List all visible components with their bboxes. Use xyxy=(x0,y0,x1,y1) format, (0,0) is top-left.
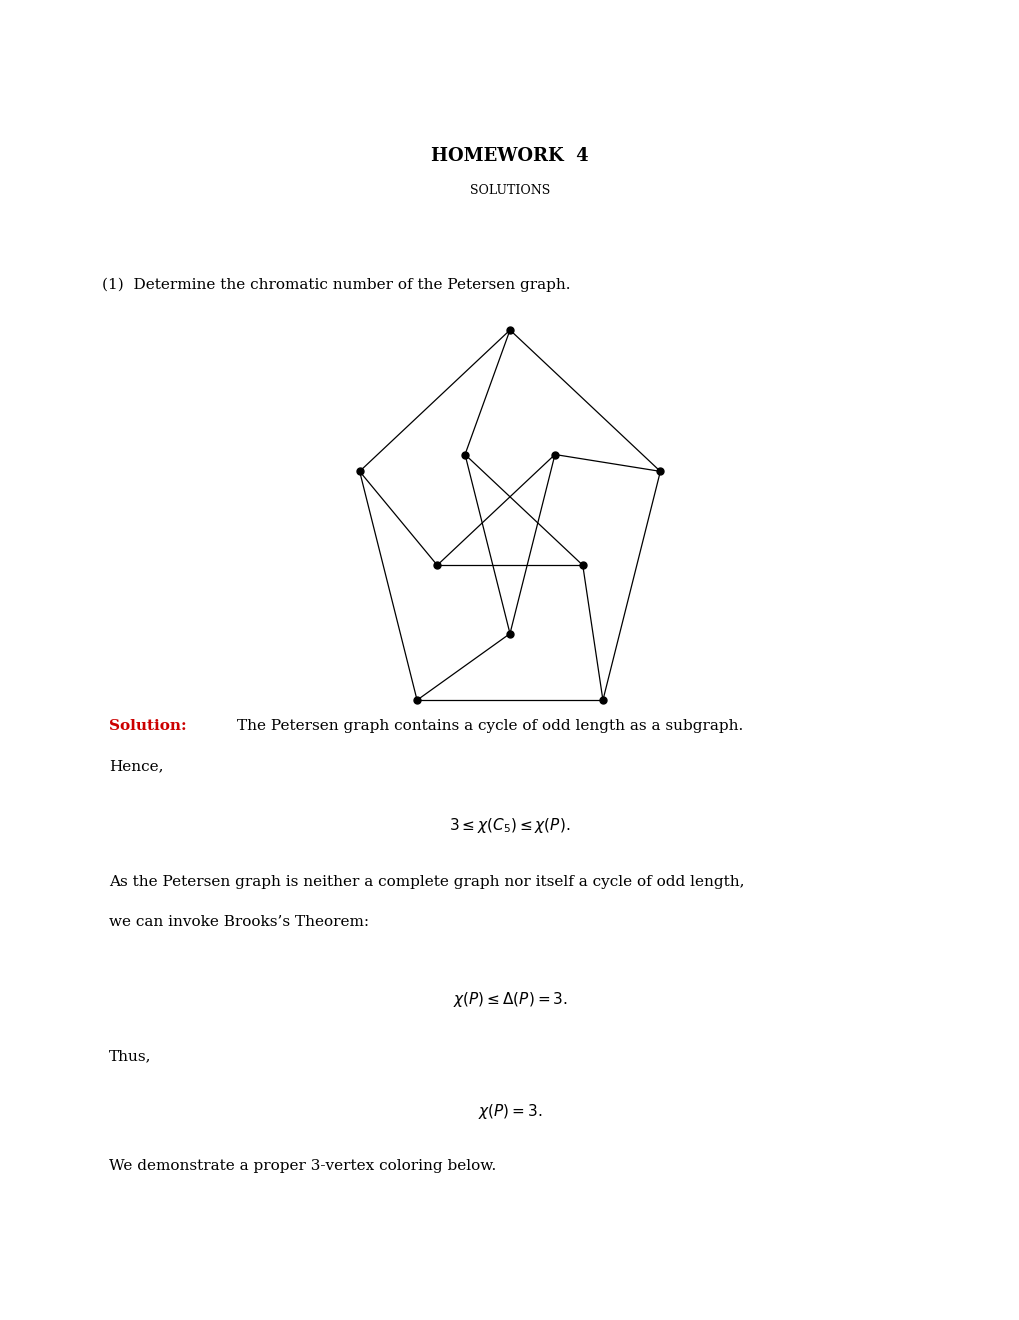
Text: SOLUTIONS: SOLUTIONS xyxy=(470,183,549,197)
Text: Hence,: Hence, xyxy=(109,759,163,774)
Text: HOMEWORK  4: HOMEWORK 4 xyxy=(431,147,588,165)
Text: Thus,: Thus, xyxy=(109,1049,152,1064)
Text: we can invoke Brooks’s Theorem:: we can invoke Brooks’s Theorem: xyxy=(109,915,369,929)
Text: (1)  Determine the chromatic number of the Petersen graph.: (1) Determine the chromatic number of th… xyxy=(102,279,570,292)
Text: The Petersen graph contains a cycle of odd length as a subgraph.: The Petersen graph contains a cycle of o… xyxy=(236,719,742,734)
Text: $\chi(P) = 3.$: $\chi(P) = 3.$ xyxy=(477,1102,542,1121)
Text: $\chi(P) \leq \Delta(P) = 3.$: $\chi(P) \leq \Delta(P) = 3.$ xyxy=(452,990,567,1008)
Text: Solution:: Solution: xyxy=(109,719,186,734)
Text: We demonstrate a proper 3-vertex coloring below.: We demonstrate a proper 3-vertex colorin… xyxy=(109,1159,496,1173)
Text: As the Petersen graph is neither a complete graph nor itself a cycle of odd leng: As the Petersen graph is neither a compl… xyxy=(109,875,744,890)
Text: $3 \leq \chi(C_5) \leq \chi(P).$: $3 \leq \chi(C_5) \leq \chi(P).$ xyxy=(449,816,570,834)
